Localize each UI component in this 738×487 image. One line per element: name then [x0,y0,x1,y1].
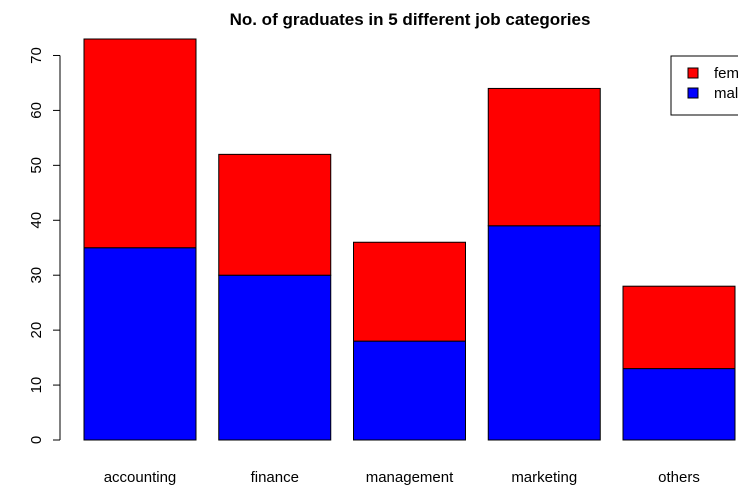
x-tick-label: marketing [511,469,577,486]
y-tick-label: 70 [28,47,45,64]
bar-male-accounting [83,247,197,441]
bar-male-finance [218,274,332,441]
bar-female-finance [218,153,332,276]
bar-male-management [353,340,466,441]
x-tick-label: management [366,469,454,486]
bar-male-marketing [487,225,601,441]
y-tick-label: 60 [28,102,45,119]
y-tick-label: 40 [28,212,45,229]
bar-female-others [622,285,736,370]
y-tick-label: 50 [28,157,45,174]
bar-female-management [353,241,466,342]
legend-swatch-male [687,87,699,99]
legend-swatch-female [687,67,699,79]
bar-female-marketing [487,87,601,227]
legend-label-male: male [714,85,738,102]
x-tick-label: others [658,469,700,486]
legend-box [670,55,738,116]
y-tick-label: 20 [28,322,45,339]
bar-male-others [622,368,736,441]
bar-female-accounting [83,38,197,249]
bars [83,38,736,441]
legend-label-female: female [714,65,738,82]
y-tick-label: 0 [28,436,45,444]
chart-title: No. of graduates in 5 different job cate… [230,10,591,29]
x-axis-labels: accounting finance management marketing othe… [104,469,700,486]
y-tick-label: 30 [28,267,45,284]
x-tick-label: accounting [104,469,177,486]
y-axis: 0 10 20 30 40 50 60 70 [28,47,61,444]
legend: female male [670,55,738,116]
y-tick-label: 10 [28,377,45,394]
x-tick-label: finance [251,469,299,486]
